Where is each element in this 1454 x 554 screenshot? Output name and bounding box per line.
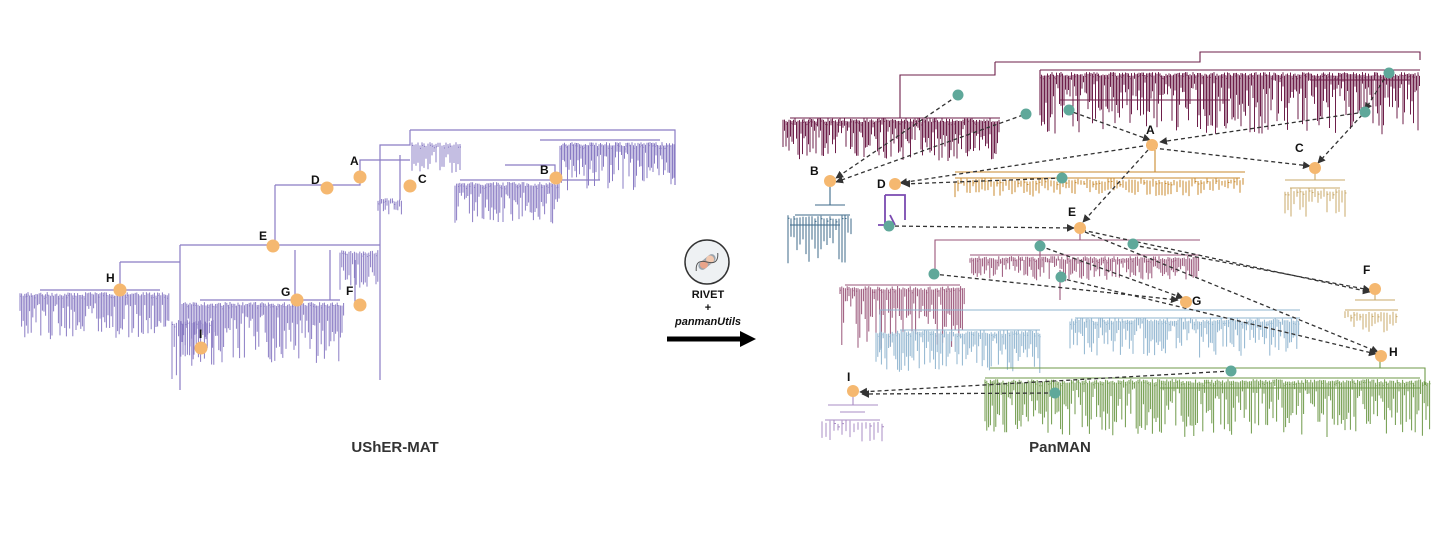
usher-mat-tree: [40, 129, 676, 390]
tree-node-label: C: [1295, 141, 1304, 155]
tip-lines: [181, 302, 345, 363]
tool-panmanutils-label: panmanUtils: [674, 316, 741, 328]
tree-lilac-tips: [821, 420, 884, 442]
dna-icon: [695, 252, 719, 272]
panman-dashed-arrows: [835, 72, 1389, 398]
tree-node-marker: [928, 268, 940, 280]
tree-node-marker: [266, 239, 280, 253]
tree-node-marker: [1063, 104, 1075, 116]
tree-node-marker: [113, 283, 127, 297]
tree-node-marker: [1020, 108, 1032, 120]
tree-mauve-tips: [839, 256, 1200, 349]
tip-lines: [1069, 318, 1300, 358]
tree-node-marker: [1359, 106, 1371, 118]
tree-node-marker: [353, 170, 367, 184]
tree-node-label: I: [199, 327, 202, 341]
rivet-logo: [684, 239, 730, 285]
tip-lines: [969, 256, 1200, 282]
tree-node-marker: [847, 385, 859, 397]
usher-mat-title: UShER-MAT: [351, 439, 438, 456]
tip-lines: [875, 330, 1041, 373]
tree-node-label: A: [350, 154, 359, 168]
tree-lilac: [825, 393, 880, 421]
tree-node-label: G: [281, 285, 290, 299]
tree-steel-tips: [787, 215, 852, 264]
tree-node-marker: [1056, 172, 1068, 184]
tree-node-label: B: [810, 164, 819, 178]
tip-lines: [19, 292, 170, 340]
tree-node-marker: [194, 341, 208, 355]
tree-node-label: E: [259, 229, 267, 243]
tip-lines: [984, 379, 1431, 437]
tip-lines: [559, 142, 675, 191]
tree-node-label: H: [106, 271, 115, 285]
usher-mat-nodes: A B C D E F G H I: [106, 154, 563, 355]
tree-steel: [790, 182, 850, 226]
tree-node-label: G: [1192, 294, 1201, 308]
tree-node-marker: [1369, 283, 1381, 295]
tree-node-marker: [290, 293, 304, 307]
tree-maroon-tips: [782, 72, 1420, 161]
tree-node-label: B: [540, 163, 549, 177]
tree-node-marker: [952, 89, 964, 101]
tip-lines: [1284, 188, 1347, 217]
tip-lines: [1344, 311, 1398, 333]
tree-node-marker: [403, 179, 417, 193]
tree-node-marker: [353, 298, 367, 312]
tip-lines: [782, 118, 1000, 161]
tip-lines: [339, 250, 379, 290]
tip-lines: [454, 182, 560, 224]
tree-node-marker: [1034, 240, 1046, 252]
tree-node-marker: [320, 181, 334, 195]
tip-lines: [821, 420, 884, 442]
tree-node-label: H: [1389, 345, 1398, 359]
tree-node-marker: [1375, 350, 1387, 362]
tip-lines: [411, 142, 461, 173]
panman-title: PanMAN: [1029, 439, 1091, 456]
tree-node-marker: [1225, 365, 1237, 377]
tree-node-label: E: [1068, 205, 1076, 219]
tree-node-marker: [1383, 67, 1395, 79]
tree-lightblue-tips: [875, 318, 1300, 373]
tree-tan-tips: [1284, 188, 1347, 217]
usher-mat-tips: [19, 142, 675, 379]
tree-green-tips: [984, 379, 1431, 437]
tip-lines: [171, 320, 215, 379]
tree-node-marker: [1127, 238, 1139, 250]
tip-lines: [787, 215, 852, 264]
tool-plus-label: +: [705, 302, 711, 314]
tree-node-marker: [1074, 222, 1086, 234]
tree-node-label: D: [877, 177, 886, 191]
tree-gold: [955, 150, 1245, 179]
tree-node-marker: [1146, 139, 1158, 151]
tip-lines: [839, 286, 965, 349]
tree-tan-f-tips: [1344, 311, 1398, 333]
tool-rivet-label: RIVET: [692, 289, 725, 301]
tree-node-marker: [549, 171, 563, 185]
tree-node-label: I: [847, 370, 850, 384]
tree-node-marker: [1180, 296, 1192, 308]
tree-gold-tips: [954, 178, 1244, 198]
tip-lines: [1039, 72, 1420, 135]
conversion-arrowhead: [740, 331, 756, 347]
tree-node-marker: [883, 220, 895, 232]
panman-trees: [782, 51, 1431, 442]
tree-node-label: A: [1146, 123, 1155, 137]
tree-node-label: F: [346, 284, 353, 298]
tree-node-label: C: [418, 172, 427, 186]
tree-purple: [878, 194, 906, 226]
tree-node-label: D: [311, 173, 320, 187]
tree-node-marker: [889, 178, 901, 190]
panman-nodes: A B C D E F G H I: [810, 67, 1398, 399]
tip-lines: [954, 178, 1244, 198]
tree-node-marker: [1049, 387, 1061, 399]
tree-node-marker: [1055, 271, 1067, 283]
tree-node-marker: [1309, 162, 1321, 174]
tip-lines: [377, 198, 402, 215]
tree-node-label: F: [1363, 263, 1370, 277]
tree-node-marker: [824, 175, 836, 187]
